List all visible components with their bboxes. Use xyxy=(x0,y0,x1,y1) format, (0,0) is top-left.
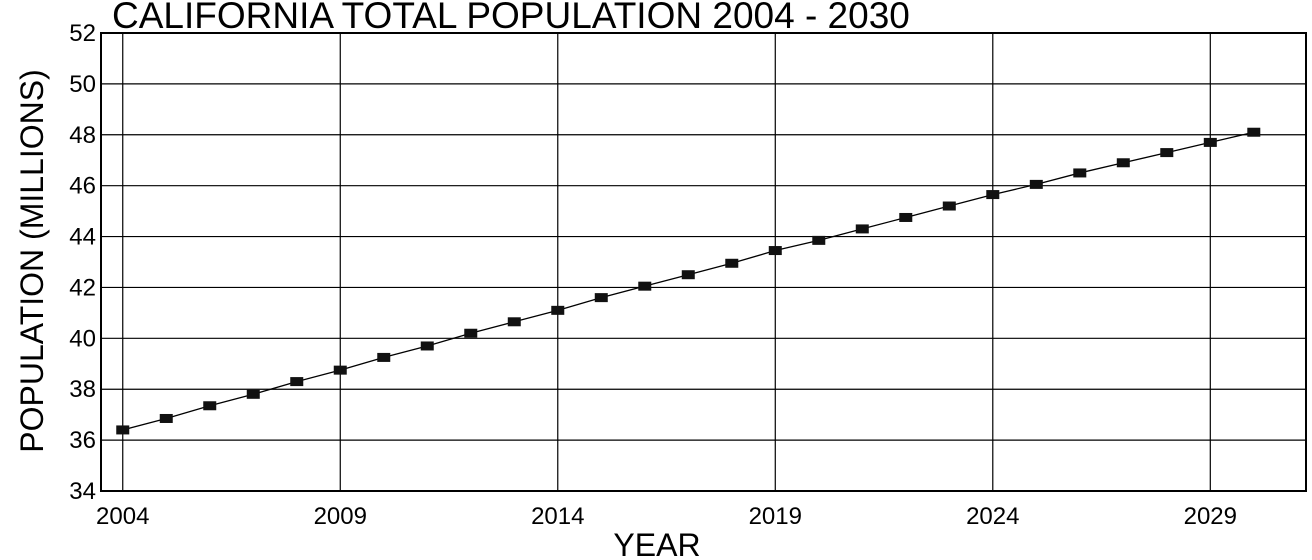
y-tick-label: 50 xyxy=(69,71,96,98)
data-point-marker xyxy=(855,224,869,234)
data-point-marker xyxy=(1160,148,1174,158)
data-point-marker xyxy=(464,328,478,338)
x-tick-label: 2004 xyxy=(96,503,149,530)
grid-lines xyxy=(101,33,1306,491)
data-point-marker xyxy=(1073,168,1087,178)
y-tick-label: 48 xyxy=(69,122,96,149)
x-tick-label: 2024 xyxy=(966,503,1019,530)
data-point-marker xyxy=(942,201,956,211)
data-point-marker xyxy=(246,389,260,399)
x-tick-label: 2019 xyxy=(749,503,802,530)
data-point-marker xyxy=(1029,179,1043,189)
data-point-marker xyxy=(681,270,695,280)
x-tick-label: 2009 xyxy=(314,503,367,530)
data-point-marker xyxy=(333,365,347,375)
data-point-marker xyxy=(899,212,913,222)
data-point-marker xyxy=(812,235,826,245)
data-point-marker xyxy=(986,190,1000,200)
data-point-marker xyxy=(290,377,304,387)
data-point-marker xyxy=(377,352,391,362)
population-markers xyxy=(116,127,1261,435)
y-tick-label: 46 xyxy=(69,173,96,200)
data-point-marker xyxy=(159,413,173,423)
data-point-marker xyxy=(116,425,130,435)
y-tick-label: 42 xyxy=(69,274,96,301)
data-point-marker xyxy=(768,246,782,256)
data-point-marker xyxy=(1116,158,1130,168)
data-point-marker xyxy=(594,293,608,303)
data-point-marker xyxy=(551,305,565,315)
y-tick-label: 36 xyxy=(69,427,96,454)
data-point-marker xyxy=(507,317,521,327)
data-point-marker xyxy=(1203,137,1217,147)
x-tick-label: 2029 xyxy=(1184,503,1237,530)
data-point-marker xyxy=(725,258,739,268)
x-tick-label: 2014 xyxy=(531,503,584,530)
y-tick-label: 40 xyxy=(69,325,96,352)
data-point-marker xyxy=(420,341,434,351)
data-point-marker xyxy=(203,401,217,411)
chart-title: CALIFORNIA TOTAL POPULATION 2004 - 2030 xyxy=(112,0,910,36)
y-tick-label: 52 xyxy=(69,20,96,47)
data-point-marker xyxy=(1247,127,1261,137)
x-axis-ticks: 2004 2009 2014 2019 2024 2029 xyxy=(96,503,1237,530)
plot-area-frame xyxy=(100,32,1307,492)
y-tick-label: 44 xyxy=(69,224,96,251)
y-axis-label: POPULATION (MILLIONS) xyxy=(14,69,50,452)
x-axis-label: YEAR xyxy=(613,527,700,560)
y-tick-label: 34 xyxy=(69,478,96,505)
y-tick-label: 38 xyxy=(69,376,96,403)
y-axis-ticks: 34 36 38 40 42 44 46 48 50 52 xyxy=(69,20,96,505)
data-point-marker xyxy=(638,281,652,291)
